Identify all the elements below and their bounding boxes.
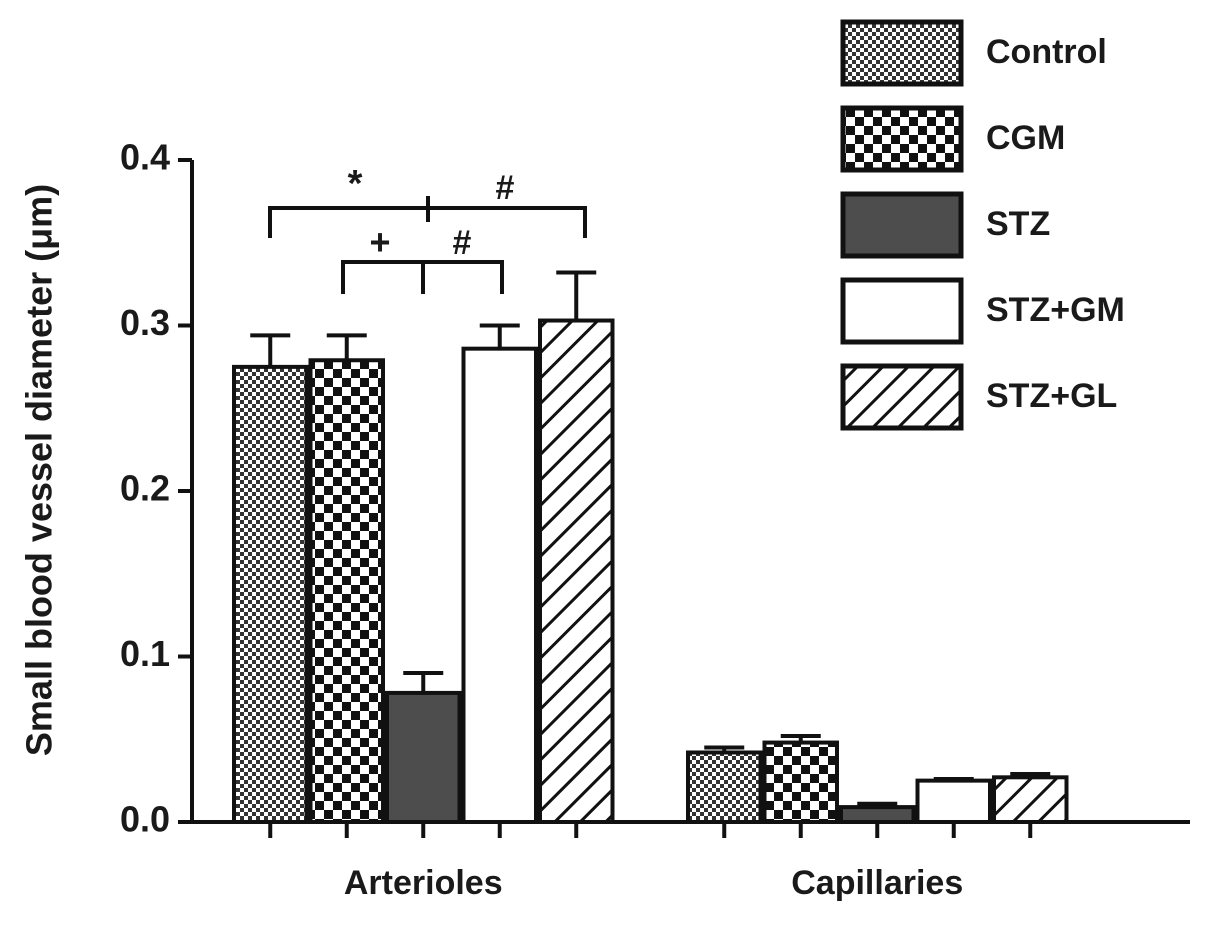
y-tick-label: 0.2: [120, 468, 170, 509]
bar: [915, 778, 992, 824]
annotation: *: [348, 163, 363, 205]
annotation: #: [496, 169, 515, 207]
bar: [992, 775, 1069, 825]
bracket: [268, 196, 587, 238]
x-tick-label: Arterioles: [344, 864, 503, 902]
y-tick-label: 0.1: [120, 633, 170, 674]
legend-label: Control: [986, 33, 1107, 71]
bar: [686, 750, 763, 824]
legend-swatch: [840, 19, 964, 87]
bracket: [341, 260, 504, 294]
legend-label: STZ: [986, 205, 1050, 243]
y-axis-label: Small blood vessel diameter (μm): [19, 184, 60, 756]
y-tick-label: 0.3: [120, 302, 170, 343]
y-tick-label: 0.4: [120, 137, 170, 178]
legend-label: STZ+GL: [986, 377, 1117, 415]
bar: [385, 690, 462, 824]
annotation: +: [369, 222, 390, 263]
bar: [538, 318, 615, 824]
x-tick-label: Capillaries: [791, 864, 963, 902]
annotation: #: [453, 224, 472, 262]
significance-brackets: [268, 196, 587, 294]
legend-swatch: [840, 277, 964, 345]
legend-label: STZ+GM: [986, 291, 1125, 329]
bar: [232, 364, 309, 824]
legend-swatch: [840, 105, 964, 173]
bar: [839, 805, 916, 824]
bar: [308, 358, 385, 824]
y-tick-label: 0.0: [120, 799, 170, 840]
bar: [461, 346, 538, 824]
legend-swatch: [840, 363, 964, 431]
bar: [762, 740, 839, 824]
legend-label: CGM: [986, 119, 1065, 157]
legend-swatch: [840, 191, 964, 259]
